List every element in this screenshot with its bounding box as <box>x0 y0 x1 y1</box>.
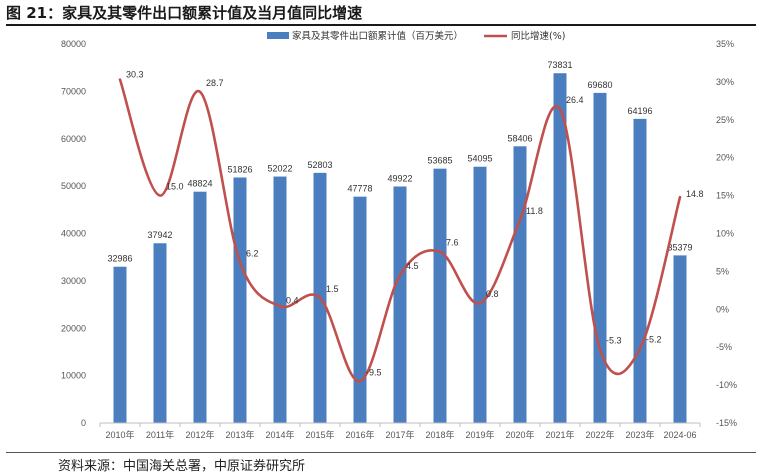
x-tick-label: 2023年 <box>625 429 654 440</box>
x-axis: 2010年 2011年 2012年 2013年 2014年 2015年 2016年 2017年… <box>99 422 701 440</box>
bar-value-label: 35379 <box>667 242 692 252</box>
bar <box>673 255 687 423</box>
line-value-label: 28.7 <box>206 78 224 88</box>
x-tick-label: 2010年 <box>105 429 134 440</box>
y-right-tick-label: 10% <box>716 229 734 239</box>
y-right-tick-label: 25% <box>716 115 734 125</box>
chart: 家具及其零件出口额累计值（百万美元） 同比增速(%) 0 10000 20000 30… <box>61 30 737 440</box>
title-divider <box>6 24 756 26</box>
x-tick-label: 2017年 <box>385 429 414 440</box>
bar <box>513 146 527 423</box>
x-tick-label: 2024-06 <box>663 430 696 440</box>
line-value-label: 14.8 <box>686 189 704 199</box>
y-right-tick-label: 20% <box>716 153 734 163</box>
legend: 家具及其零件出口额累计值（百万美元） 同比增速(%) <box>267 30 565 42</box>
bar-value-label: 48824 <box>187 179 212 189</box>
legend-bar-swatch <box>267 32 289 39</box>
page-title: 图 21：家具及其零件出口额累计值及当月值同比增速 <box>6 4 363 22</box>
x-tick-label: 2011年 <box>146 429 174 440</box>
y-right-tick-label: 35% <box>716 39 734 49</box>
line-value-label: 11.8 <box>526 206 543 216</box>
bar-value-label: 69680 <box>587 80 612 90</box>
y-left-tick-label: 0 <box>81 418 86 428</box>
growth-line <box>118 78 682 383</box>
bar <box>113 266 127 423</box>
line-value-label: -5.3 <box>606 335 622 345</box>
y-left-tick-label: 60000 <box>61 134 86 144</box>
bar-value-label: 49922 <box>387 173 412 183</box>
y-right-tick-label: 0% <box>716 304 729 314</box>
x-tick-label: 2013年 <box>225 429 254 440</box>
line-labels: 30.3 15.0 28.7 6.2 0.4 1.5 -9.5 4.5 7.6 0.8 11.8 26… <box>126 70 704 378</box>
line-value-label: 26.4 <box>566 95 584 105</box>
line-value-label: 0.8 <box>486 289 499 299</box>
bar <box>473 166 487 424</box>
legend-bar-label: 家具及其零件出口额累计值（百万美元） <box>292 30 463 42</box>
bar-value-label: 53685 <box>427 156 452 166</box>
line-value-label: -9.5 <box>366 367 382 377</box>
x-tick-label: 2012年 <box>185 429 214 440</box>
y-left-tick-label: 10000 <box>61 371 86 381</box>
y-left-tick-label: 30000 <box>61 276 86 286</box>
footer-divider <box>6 452 756 453</box>
line-value-label: -5.2 <box>646 335 662 345</box>
y-right-tick-label: 30% <box>716 77 734 87</box>
bar <box>433 168 447 423</box>
bar-value-label: 47778 <box>347 184 372 194</box>
bar <box>273 176 287 423</box>
y-right-tick-label: -10% <box>716 380 737 390</box>
bar <box>393 186 407 423</box>
line-value-label: 4.5 <box>406 261 419 271</box>
bar-value-label: 64196 <box>627 106 652 116</box>
bar-value-label: 52803 <box>307 160 332 170</box>
legend-line-label: 同比增速(%) <box>511 30 565 42</box>
y-right-tick-label: 5% <box>716 266 729 276</box>
bar-value-label: 58406 <box>507 133 532 143</box>
line-value-label: 6.2 <box>246 248 259 258</box>
line-value-label: 0.4 <box>286 295 299 305</box>
bar-value-label: 37942 <box>147 230 172 240</box>
bar <box>593 92 607 424</box>
source-note: 资料来源：中国海关总署，中原证券研究所 <box>58 459 306 474</box>
bar-value-label: 73831 <box>547 60 572 70</box>
x-tick-label: 2018年 <box>425 429 454 440</box>
bar <box>193 191 207 423</box>
y-axis-left: 0 10000 20000 30000 40000 50000 60000 70000 8000… <box>61 39 86 428</box>
y-right-tick-label: 15% <box>716 191 734 201</box>
bar-series <box>113 73 687 424</box>
x-tick-label: 2014年 <box>265 429 294 440</box>
y-left-tick-label: 80000 <box>61 39 86 49</box>
bar <box>153 243 167 423</box>
bar-labels: 32986 37942 48824 51826 52022 52803 47778 49922… <box>107 60 692 264</box>
x-tick-label: 2019年 <box>465 429 494 440</box>
line-value-label: 30.3 <box>126 70 144 80</box>
y-left-tick-label: 50000 <box>61 181 86 191</box>
line-value-label: 15.0 <box>166 182 184 192</box>
y-right-tick-label: -15% <box>716 418 737 428</box>
bar <box>553 73 567 423</box>
y-left-tick-label: 20000 <box>61 323 86 333</box>
y-axis-right: -15% -10% -5% 0% 5% 10% 15% 20% 25% 30% 35% <box>716 39 737 428</box>
x-tick-label: 2016年 <box>345 429 374 440</box>
line-series <box>118 78 682 383</box>
bar-value-label: 51826 <box>227 164 252 174</box>
bar <box>233 177 247 423</box>
x-tick-label: 2022年 <box>585 429 614 440</box>
bar <box>633 118 647 423</box>
bar-value-label: 52022 <box>267 164 292 174</box>
bar-value-label: 32986 <box>107 254 132 264</box>
x-tick-label: 2021年 <box>545 429 574 440</box>
bar-value-label: 54095 <box>467 154 492 164</box>
line-value-label: 7.6 <box>446 238 459 248</box>
line-value-label: 1.5 <box>326 284 339 294</box>
y-right-tick-label: -5% <box>716 342 732 352</box>
x-tick-label: 2020年 <box>505 429 534 440</box>
y-left-tick-label: 40000 <box>61 229 86 239</box>
bar <box>353 196 367 423</box>
y-left-tick-label: 70000 <box>61 86 86 96</box>
x-tick-label: 2015年 <box>305 429 334 440</box>
